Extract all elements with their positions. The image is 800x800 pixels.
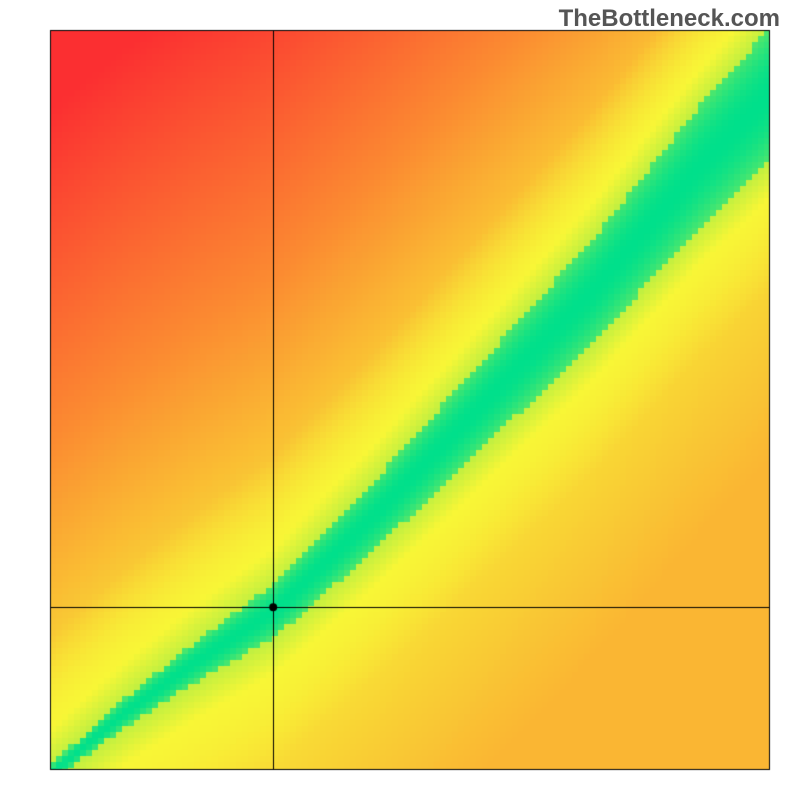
heatmap-canvas <box>0 0 800 800</box>
chart-container: TheBottleneck.com <box>0 0 800 800</box>
branding-text: TheBottleneck.com <box>559 5 780 33</box>
